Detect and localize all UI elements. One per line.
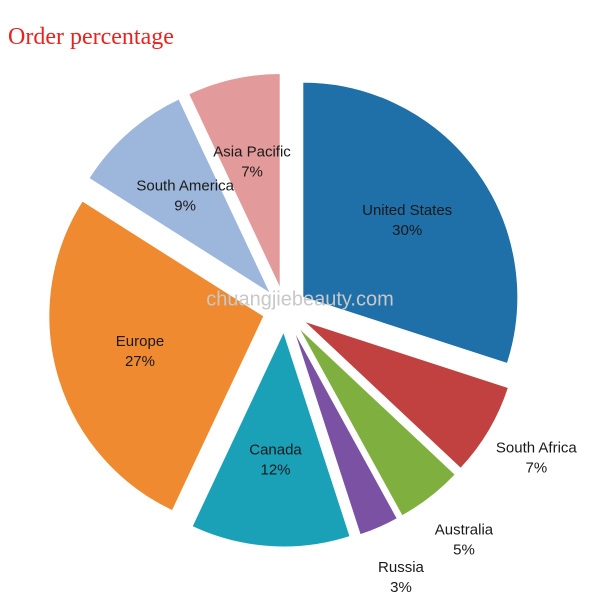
watermark: chuangjiebeauty.com [206,288,394,310]
slice-value-label: 30% [392,222,422,239]
slice-label: Canada [249,442,302,459]
slice-label: Australia [435,522,494,539]
pie-slice [48,200,265,512]
pie-slice [302,81,519,365]
slice-value-label: 27% [125,353,155,370]
slice-label: United States [362,202,452,219]
pie-slice [303,320,510,470]
slice-label: South America [136,178,234,195]
slice-value-label: 12% [261,462,291,479]
pie-slice [187,73,281,289]
slice-label: Russia [378,559,425,576]
slice-value-label: 5% [453,542,475,559]
slice-value-label: 7% [525,460,547,477]
slice-label: Europe [116,333,164,350]
slice-value-label: 9% [174,198,196,215]
pie-slice [88,98,272,295]
slice-label: Asia Pacific [213,144,291,161]
chart-title: Order percentage [8,24,174,50]
pie-slice [298,327,456,517]
slice-value-label: 3% [390,579,412,596]
slice-label: South Africa [496,440,578,457]
slice-value-label: 7% [241,164,263,181]
pie-slice [293,329,398,536]
pie-slice [191,330,351,548]
